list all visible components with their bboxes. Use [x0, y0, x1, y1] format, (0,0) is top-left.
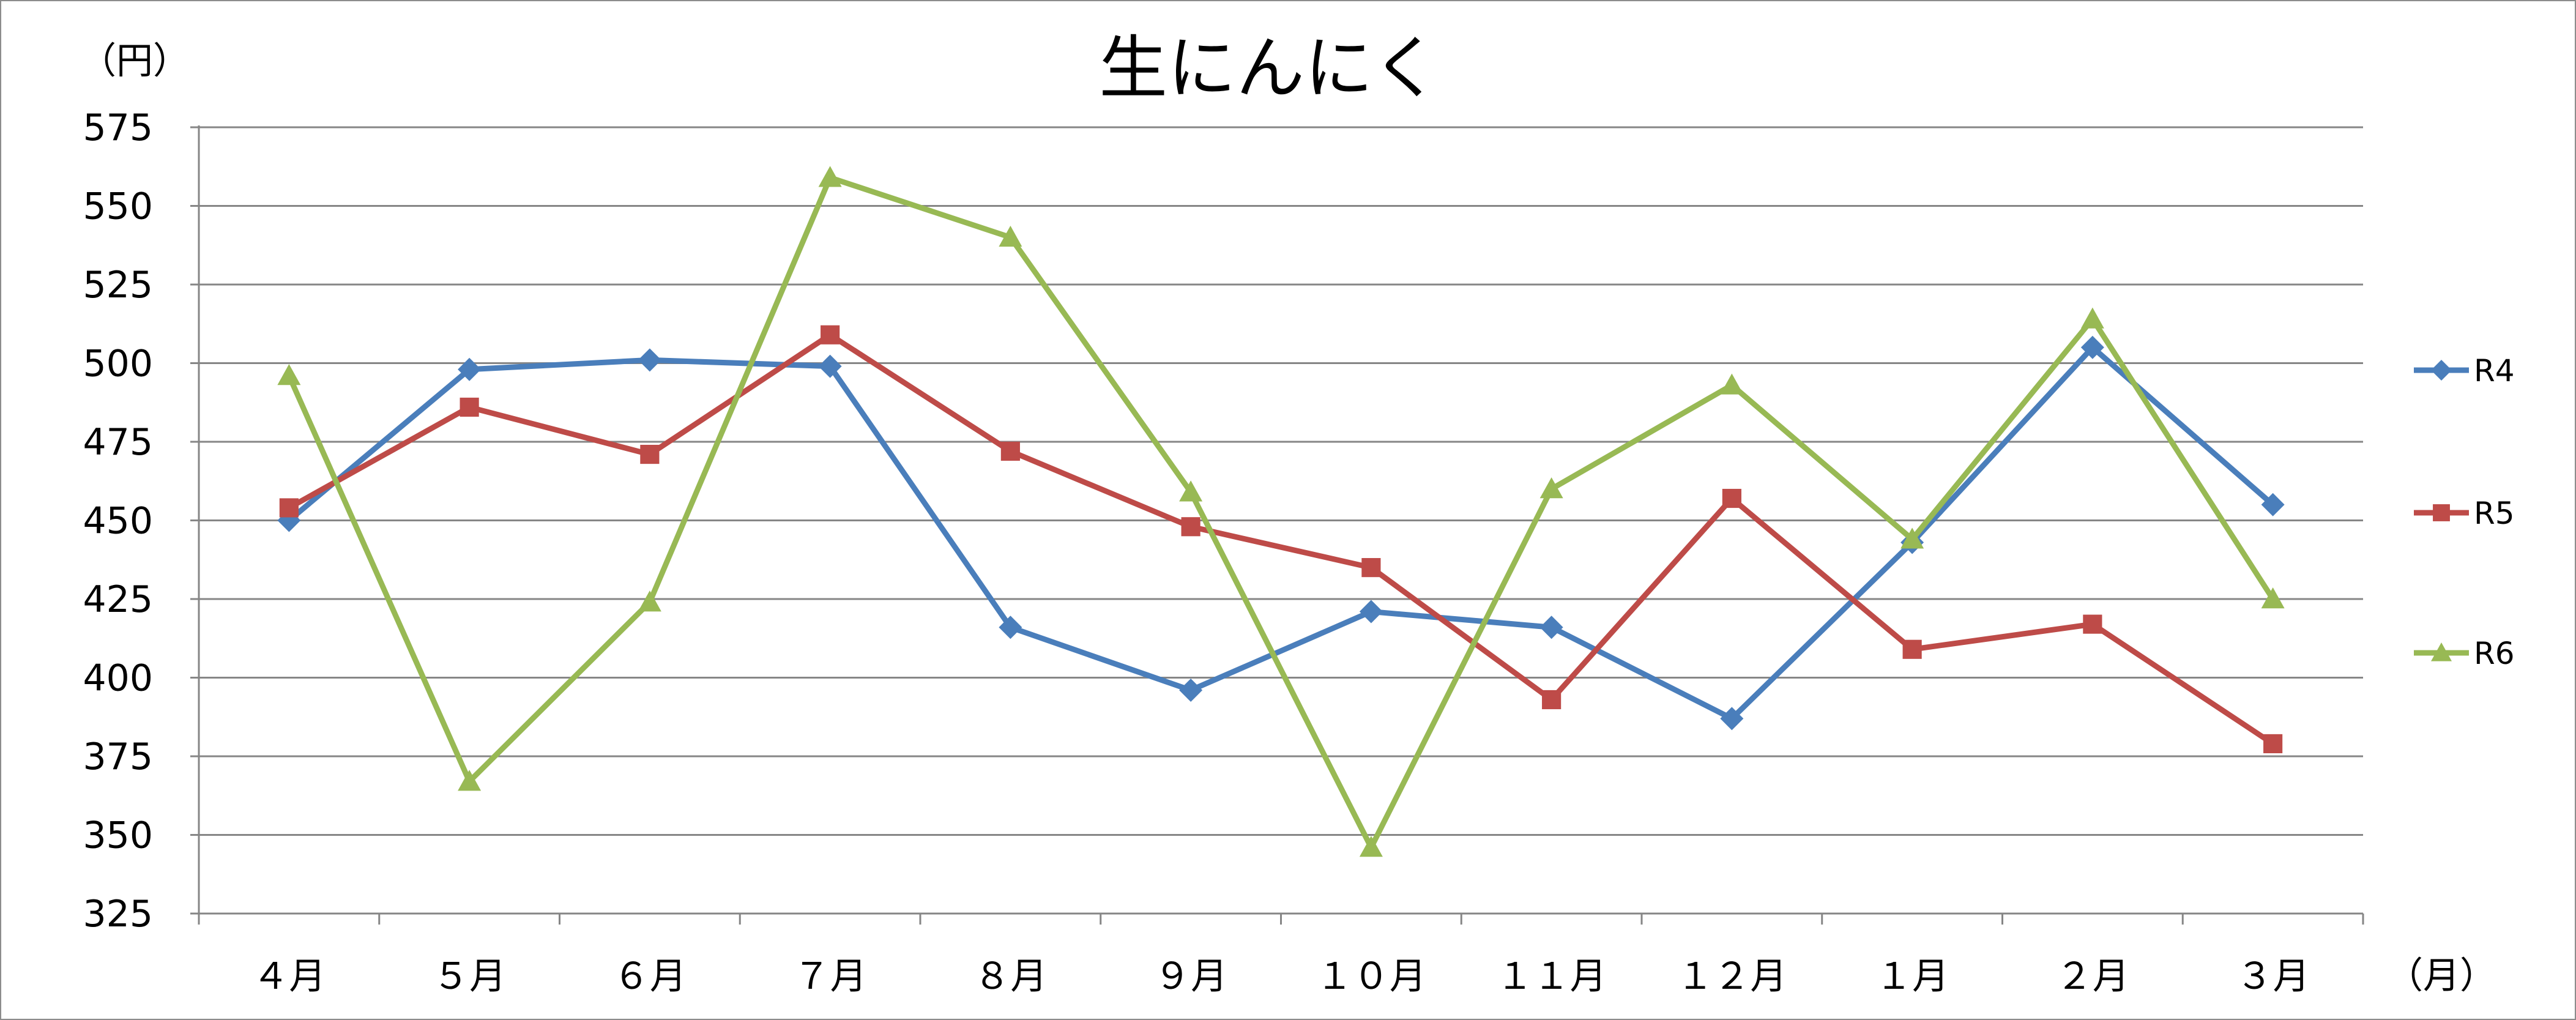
data-point-diamond	[1179, 679, 1203, 702]
data-point-square	[1542, 690, 1562, 710]
series-line	[288, 332, 2275, 746]
data-point-triangle	[818, 166, 842, 187]
legend-item-r4: R4	[2414, 353, 2515, 389]
data-point-square	[279, 498, 299, 518]
data-point-diamond	[1359, 600, 1383, 624]
data-point-diamond	[999, 616, 1022, 639]
data-point-diamond	[1720, 707, 1744, 731]
data-point-diamond	[638, 348, 661, 372]
x-tick-label: ２月	[2056, 955, 2129, 998]
y-tick-label: 425	[83, 578, 153, 621]
x-tick-labels: ４月 ５月 ６月 ７月 ８月 ９月 １０月 １１月 １２月 １月 ２月 ３月	[252, 955, 2309, 998]
y-axis-unit-label: （円）	[80, 40, 190, 83]
x-tick-label: １１月	[1497, 955, 1607, 998]
y-tick-label: 500	[83, 343, 153, 385]
x-tick-label: ５月	[433, 955, 506, 998]
data-point-square	[460, 397, 479, 417]
gridlines	[199, 126, 2363, 915]
y-tick-label: 400	[83, 657, 153, 700]
data-point-triangle	[638, 590, 661, 612]
data-point-triangle	[1539, 477, 1563, 499]
y-tick-label: 375	[83, 735, 153, 778]
data-point-square	[1902, 639, 1922, 659]
data-point-triangle	[2080, 307, 2104, 329]
data-point-triangle	[1359, 836, 1383, 857]
legend-item-r5: R5	[2414, 496, 2515, 531]
x-tick-label: １０月	[1316, 955, 1426, 998]
y-tick-label: 550	[83, 185, 153, 228]
series-lines	[277, 166, 2285, 857]
data-point-triangle	[2431, 642, 2452, 661]
x-axis-unit-label: （月）	[2386, 955, 2496, 997]
y-tick-label: 525	[83, 264, 153, 307]
y-tick-label: 350	[83, 814, 153, 857]
y-tick-labels: 325 350 375 400 425 450 475 500 525 550 575	[83, 106, 153, 936]
data-point-triangle	[1900, 527, 1924, 549]
x-tick-label: １月	[1875, 955, 1949, 998]
axes	[190, 125, 2364, 925]
legend-label: R4	[2474, 353, 2515, 389]
data-point-square	[2083, 614, 2102, 634]
x-tick-label: ６月	[613, 955, 687, 998]
data-point-square	[1361, 558, 1381, 578]
y-tick-label: 575	[83, 106, 153, 149]
data-point-diamond	[2431, 360, 2452, 381]
data-point-diamond	[2080, 335, 2104, 359]
data-point-square	[640, 444, 660, 464]
series-r6	[277, 166, 2285, 857]
legend-label: R5	[2474, 496, 2515, 531]
x-tick-label: ９月	[1154, 955, 1227, 998]
legend-item-r6: R6	[2414, 636, 2515, 671]
x-tick-label: ８月	[973, 955, 1047, 998]
data-point-square	[1000, 441, 1020, 461]
x-tick-label: ３月	[2236, 955, 2310, 998]
data-point-triangle	[277, 364, 301, 385]
series-line	[287, 344, 2275, 721]
data-point-triangle	[999, 225, 1022, 247]
data-point-triangle	[2261, 587, 2285, 609]
data-point-triangle	[458, 770, 482, 791]
data-point-square	[821, 325, 840, 344]
data-point-diamond	[2261, 493, 2285, 516]
series-line	[286, 174, 2276, 851]
data-point-diamond	[818, 354, 842, 378]
legend: R4 R5 R6	[2414, 353, 2515, 671]
data-point-diamond	[458, 357, 482, 381]
data-point-square	[2263, 734, 2283, 754]
data-point-diamond	[1539, 616, 1563, 639]
series-r5	[279, 325, 2283, 754]
x-tick-label: ７月	[794, 955, 867, 998]
data-point-square	[1722, 488, 1741, 508]
data-point-triangle	[1179, 480, 1203, 502]
legend-label: R6	[2474, 636, 2515, 671]
data-point-square	[2433, 504, 2450, 521]
x-tick-label: １２月	[1677, 955, 1787, 998]
y-tick-label: 475	[83, 421, 153, 464]
data-point-triangle	[1720, 373, 1744, 395]
series-r4	[277, 335, 2285, 731]
chart-title: 生にんにく	[1099, 29, 1440, 108]
data-point-square	[1181, 517, 1201, 537]
x-tick-label: ４月	[252, 955, 326, 998]
y-tick-label: 325	[83, 893, 153, 936]
y-tick-label: 450	[83, 500, 153, 543]
